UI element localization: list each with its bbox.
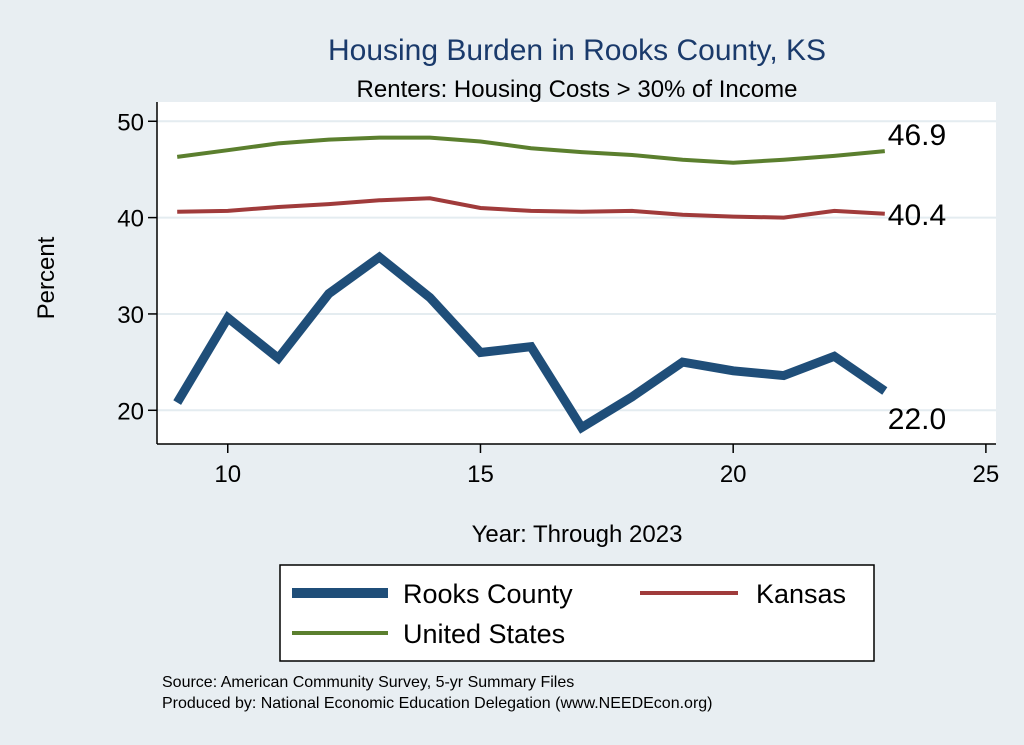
legend-label-rooks: Rooks County: [403, 579, 573, 609]
end-label-rooks: 22.0: [888, 403, 946, 436]
end-label-kansas: 40.4: [888, 199, 946, 232]
source-note: Source: American Community Survey, 5-yr …: [162, 674, 574, 691]
x-tick-label: 10: [214, 461, 241, 488]
x-axis-title: Year: Through 2023: [472, 521, 683, 548]
producer-note: Produced by: National Economic Education…: [162, 695, 713, 712]
y-tick-label: 40: [117, 206, 144, 233]
series-lines: [173, 135, 888, 434]
end-labels: 22.0 40.4 46.9: [888, 119, 946, 436]
tick-labels: 20 30 40 50 10 15 20 25: [117, 109, 999, 488]
grid-lines: [157, 120, 996, 412]
legend-label-us: United States: [403, 619, 565, 649]
y-axis-title: Percent: [33, 236, 60, 319]
axes: [148, 102, 996, 453]
legend: Rooks County Kansas United States: [279, 564, 875, 662]
series-line-kansas: [177, 196, 885, 220]
legend-label-kansas: Kansas: [756, 579, 846, 609]
chart-title: Housing Burden in Rooks County, KS: [328, 34, 826, 67]
y-tick-label: 50: [117, 109, 144, 136]
end-label-us: 46.9: [888, 119, 946, 152]
x-tick-label: 15: [467, 461, 494, 488]
x-tick-label: 20: [720, 461, 747, 488]
series-line-rooks: [173, 251, 888, 434]
series-line-us: [176, 135, 885, 165]
x-tick-label: 25: [973, 461, 1000, 488]
y-tick-label: 20: [117, 398, 144, 425]
plot-area: [157, 102, 996, 444]
legend-box: [279, 564, 875, 662]
y-tick-label: 30: [117, 302, 144, 329]
chart-subtitle: Renters: Housing Costs > 30% of Income: [357, 76, 798, 103]
